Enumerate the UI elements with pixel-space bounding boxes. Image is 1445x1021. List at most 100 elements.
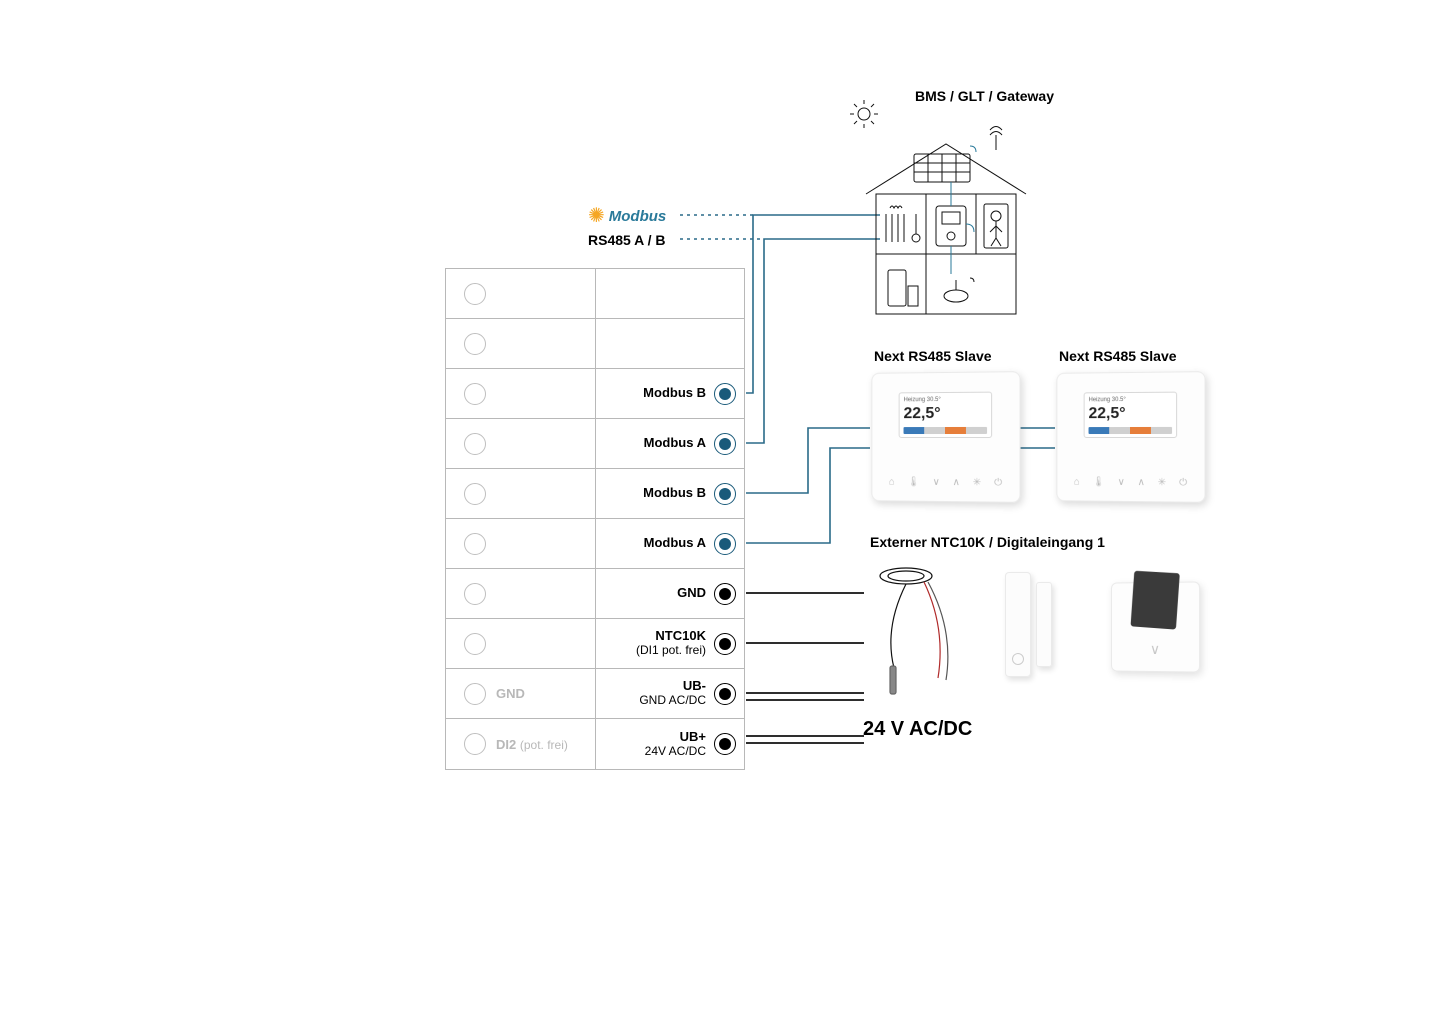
terminal-open-circle xyxy=(464,283,486,305)
sensor-group: ∨ xyxy=(870,560,1200,705)
terminal-right: Modbus A xyxy=(596,419,744,468)
terminal-right: Modbus A xyxy=(596,519,744,568)
terminal-connector xyxy=(714,683,736,705)
card-holder: ∨ xyxy=(1111,581,1200,672)
terminal-connector-dot xyxy=(719,388,731,400)
terminal-connector-dot xyxy=(719,638,731,650)
terminal-left xyxy=(446,619,596,668)
terminal-connector-dot xyxy=(719,588,731,600)
terminal-left xyxy=(446,319,596,368)
terminal-right: NTC10K(DI1 pot. frei) xyxy=(596,619,744,668)
modbus-logo: ✺ Modbus xyxy=(588,206,666,226)
terminal-right-label: UB+24V AC/DC xyxy=(645,730,706,759)
up-icon: ∧ xyxy=(1138,477,1145,488)
terminal-row: Modbus A xyxy=(446,519,744,569)
terminal-connector-dot xyxy=(719,738,731,750)
modbus-icon: ✺ xyxy=(588,206,605,226)
device-screen-temp: 22,5° xyxy=(904,405,988,423)
door-contact xyxy=(1005,572,1031,677)
terminal-right-label: NTC10K(DI1 pot. frei) xyxy=(636,629,706,658)
terminal-open-circle xyxy=(464,633,486,655)
terminal-connector-dot xyxy=(719,688,731,700)
terminal-row: Modbus A xyxy=(446,419,744,469)
bms-house-illustration xyxy=(866,127,1026,315)
terminal-connector xyxy=(714,433,736,455)
terminal-left xyxy=(446,369,596,418)
terminal-open-circle xyxy=(464,583,486,605)
home-icon: ⌂ xyxy=(889,477,895,488)
terminal-block: Modbus B Modbus A Modbus B Modbus A GND NTC10… xyxy=(445,268,745,770)
device-screen: Heizung 30.5° 22,5° xyxy=(1084,392,1177,438)
terminal-row xyxy=(446,269,744,319)
terminal-connector xyxy=(714,733,736,755)
terminal-connector-dot xyxy=(719,488,731,500)
terminal-open-circle xyxy=(464,683,486,705)
terminal-left xyxy=(446,519,596,568)
device-button-row: ⌂ 🌡 ∨ ∧ ✳ ⏻ xyxy=(889,477,1002,489)
terminal-row: DI2 (pot. frei) UB+24V AC/DC xyxy=(446,719,744,769)
terminal-connector-dot xyxy=(719,538,731,550)
device-screen-line1: Heizung 30.5° xyxy=(1089,397,1173,404)
terminal-row: NTC10K(DI1 pot. frei) xyxy=(446,619,744,669)
terminal-right-label: GND xyxy=(677,586,706,601)
up-icon: ∧ xyxy=(953,477,960,488)
terminal-right-label: Modbus A xyxy=(644,436,706,451)
terminal-left xyxy=(446,469,596,518)
device-screen: Heizung 30.5° 22,5° xyxy=(899,392,992,438)
terminal-right-label: Modbus B xyxy=(643,386,706,401)
device-screen-temp: 22,5° xyxy=(1089,405,1173,423)
terminal-right xyxy=(596,319,744,368)
power-label: 24 V AC/DC xyxy=(863,718,972,741)
bms-heading: BMS / GLT / Gateway xyxy=(915,88,1054,104)
terminal-right-label: UB-GND AC/DC xyxy=(639,679,706,708)
terminal-open-circle xyxy=(464,483,486,505)
modbus-label: Modbus xyxy=(609,208,667,225)
terminal-left xyxy=(446,269,596,318)
slave2-heading: Next RS485 Slave xyxy=(1059,348,1177,364)
sun-icon xyxy=(850,100,878,128)
device-screen-line1: Heizung 30.5° xyxy=(904,397,988,404)
terminal-left xyxy=(446,569,596,618)
terminal-open-circle xyxy=(464,733,486,755)
wiring-diagram: ✺ Modbus RS485 A / B Modbus BModbus AMod… xyxy=(0,0,1445,1021)
terminal-open-circle xyxy=(464,433,486,455)
down-icon: ∨ xyxy=(933,477,940,488)
terminal-connector xyxy=(714,583,736,605)
terminal-left-label: DI2 (pot. frei) xyxy=(496,737,568,752)
terminal-row: GND xyxy=(446,569,744,619)
rs485-slave-device-2: Heizung 30.5° 22,5° ⌂ 🌡 ∨ ∧ ✳ ⏻ xyxy=(1056,371,1205,503)
terminal-right: Modbus B xyxy=(596,369,744,418)
terminal-connector xyxy=(714,483,736,505)
terminal-right: UB-GND AC/DC xyxy=(596,669,744,718)
terminal-right: UB+24V AC/DC xyxy=(596,719,744,769)
door-contact-magnet xyxy=(1036,582,1052,667)
home-icon: ⌂ xyxy=(1074,477,1080,488)
terminal-left: DI2 (pot. frei) xyxy=(446,719,596,769)
terminal-connector xyxy=(714,383,736,405)
device-screen-bar xyxy=(1089,427,1173,434)
terminal-right-label: Modbus B xyxy=(643,486,706,501)
device-screen-bar xyxy=(904,427,988,434)
device-button-row: ⌂ 🌡 ∨ ∧ ✳ ⏻ xyxy=(1074,477,1187,489)
fan-icon: ✳ xyxy=(973,477,981,488)
terminal-left xyxy=(446,419,596,468)
terminal-open-circle xyxy=(464,383,486,405)
rs485-slave-device-1: Heizung 30.5° 22,5° ⌂ 🌡 ∨ ∧ ✳ ⏻ xyxy=(871,371,1020,503)
rs485-label: RS485 A / B xyxy=(588,232,666,248)
power-icon: ⏻ xyxy=(994,477,1002,488)
terminal-left: GND xyxy=(446,669,596,718)
terminal-open-circle xyxy=(464,333,486,355)
terminal-open-circle xyxy=(464,533,486,555)
terminal-row: Modbus B xyxy=(446,369,744,419)
keycard xyxy=(1131,571,1180,630)
terminal-connector xyxy=(714,633,736,655)
terminal-left-label: GND xyxy=(496,686,525,701)
fan-icon: ✳ xyxy=(1158,477,1166,488)
terminal-row xyxy=(446,319,744,369)
chevron-down-icon: ∨ xyxy=(1150,641,1160,658)
terminal-row: GND UB-GND AC/DC xyxy=(446,669,744,719)
terminal-right: Modbus B xyxy=(596,469,744,518)
terminal-connector xyxy=(714,533,736,555)
temp-icon: 🌡 xyxy=(1092,477,1104,488)
ext-ntc-heading: Externer NTC10K / Digitaleingang 1 xyxy=(870,534,1105,550)
